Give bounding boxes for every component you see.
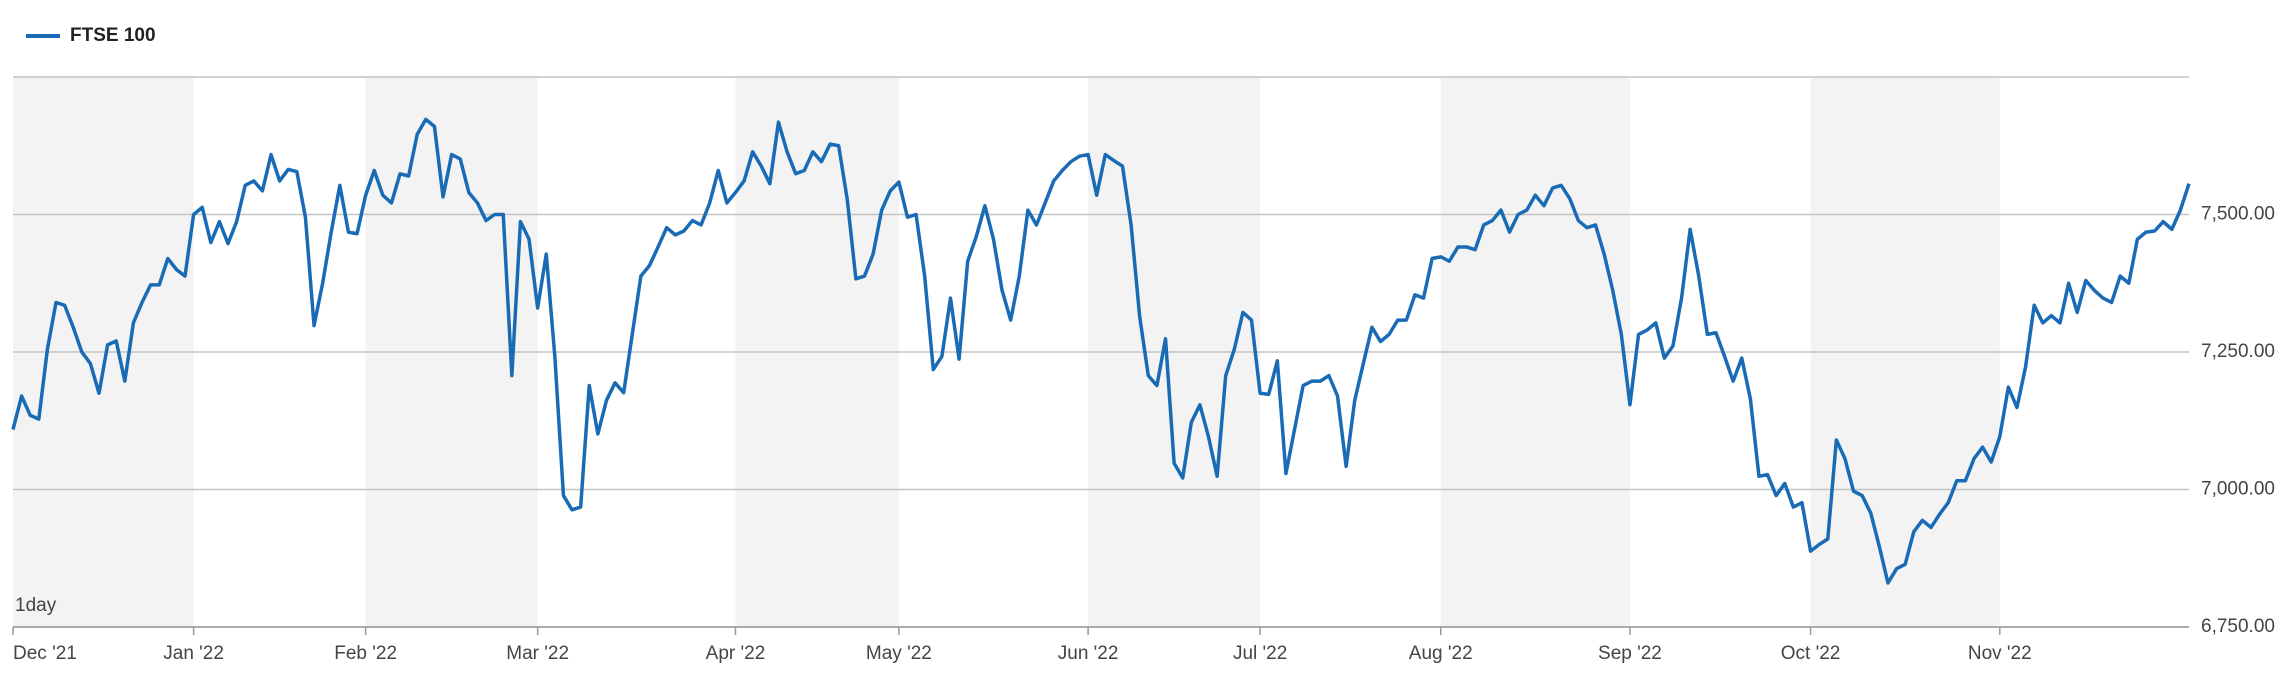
x-tick-label: Aug '22 [1409,643,1473,664]
x-tick-label: May '22 [866,643,932,664]
grid: Dec '21 Jan '22 Feb '22 Mar '22 Apr '22 May '… [12,76,2275,664]
x-tick-label: Oct '22 [1781,643,1841,664]
x-tick-label: Dec '21 [13,643,77,664]
x-tick-label: Apr '22 [706,643,766,664]
x-tick-label: Jun '22 [1058,643,1119,664]
x-tick-label: Jul '22 [1233,643,1287,664]
y-tick-label: 6,750.00 [2201,616,2275,637]
legend: FTSE 100 [26,25,156,46]
series-line [11,117,2191,585]
x-tick-label: Mar '22 [506,643,569,664]
y-tick-label: 7,250.00 [2201,341,2275,362]
y-tick-label: 7,500.00 [2201,204,2275,225]
x-tick-label: Nov '22 [1968,643,2032,664]
plot [11,117,2191,585]
x-tick-label: Jan '22 [163,643,224,664]
legend-label: FTSE 100 [70,25,156,46]
x-tick-label: Feb '22 [334,643,397,664]
interval-label: 1day [15,595,57,616]
x-tick-label: Sep '22 [1598,643,1662,664]
y-tick-label: 7,000.00 [2201,479,2275,500]
